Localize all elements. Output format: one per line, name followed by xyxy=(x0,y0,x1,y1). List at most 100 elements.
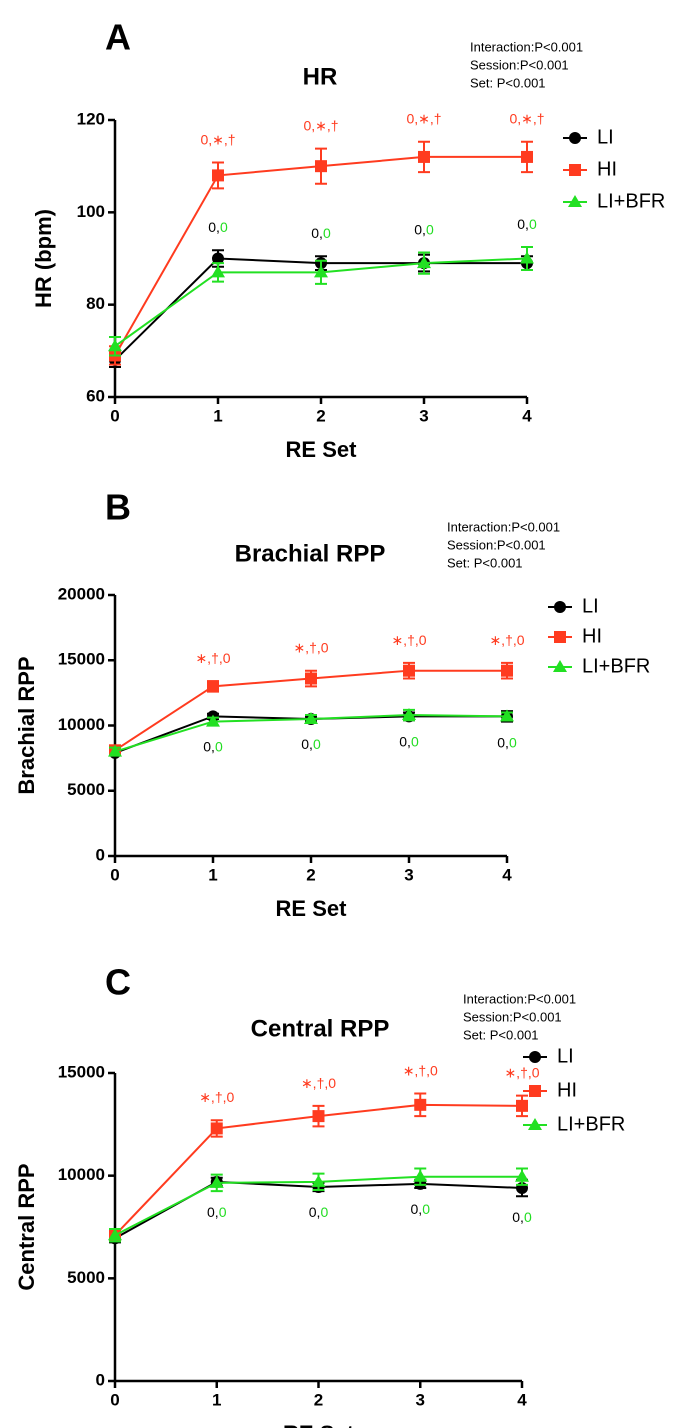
data-point xyxy=(413,1169,428,1182)
data-point xyxy=(212,169,224,182)
significance-part: ∗,†,0 xyxy=(391,632,426,648)
significance-label: 0,0 xyxy=(207,1204,227,1220)
significance-label: 0,0 xyxy=(301,736,321,752)
data-point xyxy=(414,1098,427,1111)
stats-note: Session:P<0.001 xyxy=(470,57,569,72)
significance-label: 0,0 xyxy=(311,225,331,241)
legend-marker xyxy=(568,195,582,207)
legend-label: LI+BFR xyxy=(582,655,650,677)
stats-note: Interaction:P<0.001 xyxy=(463,991,576,1006)
x-tick-label: 3 xyxy=(416,1390,425,1409)
significance-part: 0, xyxy=(411,1201,423,1217)
x-tick-label: 4 xyxy=(517,1390,527,1409)
significance-part: 0 xyxy=(215,738,223,754)
chart-title: HR xyxy=(303,63,338,90)
significance-part: 0 xyxy=(323,225,331,241)
legend-label: LI xyxy=(597,126,614,148)
y-tick-label: 80 xyxy=(86,294,105,313)
data-point xyxy=(108,744,122,757)
chart-title: Brachial RPP xyxy=(235,540,386,567)
legend-marker xyxy=(569,164,581,176)
y-tick-label: 100 xyxy=(77,202,105,221)
significance-label: ∗,†,0 xyxy=(391,632,426,648)
significance-part: ∗,†,0 xyxy=(489,632,524,648)
significance-part: 0, xyxy=(301,736,313,752)
x-tick-label: 4 xyxy=(502,865,512,884)
x-tick-label: 4 xyxy=(522,406,532,425)
legend-label: LI+BFR xyxy=(557,1113,625,1135)
significance-part: 0, xyxy=(207,1204,219,1220)
y-tick-label: 15000 xyxy=(58,650,105,669)
significance-label: 0,∗,† xyxy=(509,110,544,126)
stats-note: Set: P<0.001 xyxy=(463,1027,539,1042)
significance-part: 0, xyxy=(414,221,426,237)
y-tick-label: 10000 xyxy=(58,715,105,734)
significance-part: 0, xyxy=(399,733,411,749)
significance-part: 0, xyxy=(208,219,220,235)
significance-label: 0,∗,† xyxy=(406,110,441,126)
data-point xyxy=(211,265,225,278)
significance-part: 0, xyxy=(497,734,509,750)
legend-marker xyxy=(553,660,567,672)
significance-label: 0,0 xyxy=(517,216,537,232)
legend-marker xyxy=(529,1051,541,1063)
significance-part: 0, xyxy=(512,1209,524,1225)
significance-part: 0,∗,† xyxy=(406,110,441,126)
y-tick-label: 120 xyxy=(77,109,105,128)
significance-part: 0,∗,† xyxy=(200,131,235,147)
significance-label: 0,∗,† xyxy=(303,117,338,133)
significance-label: ∗,†,0 xyxy=(199,1089,234,1105)
legend-marker xyxy=(569,132,581,144)
x-axis-label: RE Set xyxy=(276,896,348,921)
x-tick-label: 1 xyxy=(208,865,217,884)
x-tick-label: 0 xyxy=(110,865,119,884)
data-point xyxy=(402,708,416,721)
significance-part: 0 xyxy=(320,1204,328,1220)
data-point xyxy=(206,714,220,727)
significance-part: 0 xyxy=(220,219,228,235)
data-point xyxy=(209,1175,224,1188)
y-axis-label: Central RPP xyxy=(14,1163,39,1290)
data-point xyxy=(312,1110,325,1123)
data-point xyxy=(108,1228,122,1241)
significance-label: 0,0 xyxy=(512,1209,532,1225)
x-tick-label: 1 xyxy=(213,406,222,425)
panel-letter: C xyxy=(105,962,131,1003)
data-point xyxy=(520,251,534,264)
significance-label: 0,∗,† xyxy=(200,131,235,147)
significance-part: 0 xyxy=(426,221,434,237)
y-tick-label: 10000 xyxy=(58,1165,105,1184)
y-tick-label: 0 xyxy=(96,1370,105,1389)
y-tick-label: 60 xyxy=(86,386,105,405)
significance-label: 0,0 xyxy=(203,738,223,754)
x-tick-label: 3 xyxy=(419,406,428,425)
y-tick-label: 5000 xyxy=(67,1268,105,1287)
legend-label: HI xyxy=(597,158,617,180)
data-point xyxy=(515,1169,529,1182)
data-point xyxy=(210,1122,223,1135)
legend-label: LI xyxy=(582,595,599,617)
data-point xyxy=(304,711,318,724)
legend-marker xyxy=(529,1085,541,1097)
significance-label: 0,0 xyxy=(497,734,517,750)
data-point xyxy=(516,1099,528,1112)
stats-note: Session:P<0.001 xyxy=(447,537,546,552)
x-tick-label: 0 xyxy=(110,406,119,425)
significance-part: ∗,†,0 xyxy=(403,1062,438,1078)
y-tick-label: 20000 xyxy=(58,584,105,603)
significance-part: 0 xyxy=(524,1209,532,1225)
data-point xyxy=(311,1174,326,1187)
stats-note: Set: P<0.001 xyxy=(470,75,546,90)
data-point xyxy=(501,664,513,677)
x-tick-label: 3 xyxy=(404,865,413,884)
chart-title: Central RPP xyxy=(251,1015,390,1042)
significance-part: ∗,†,0 xyxy=(195,650,230,666)
significance-label: 0,0 xyxy=(411,1201,431,1217)
x-axis-label: RE Set xyxy=(283,1421,355,1428)
y-axis-label: HR (bpm) xyxy=(31,209,56,308)
legend-label: HI xyxy=(557,1079,577,1101)
y-tick-label: 15000 xyxy=(58,1062,105,1081)
legend-label: LI+BFR xyxy=(597,190,665,212)
significance-part: 0,∗,† xyxy=(509,110,544,126)
